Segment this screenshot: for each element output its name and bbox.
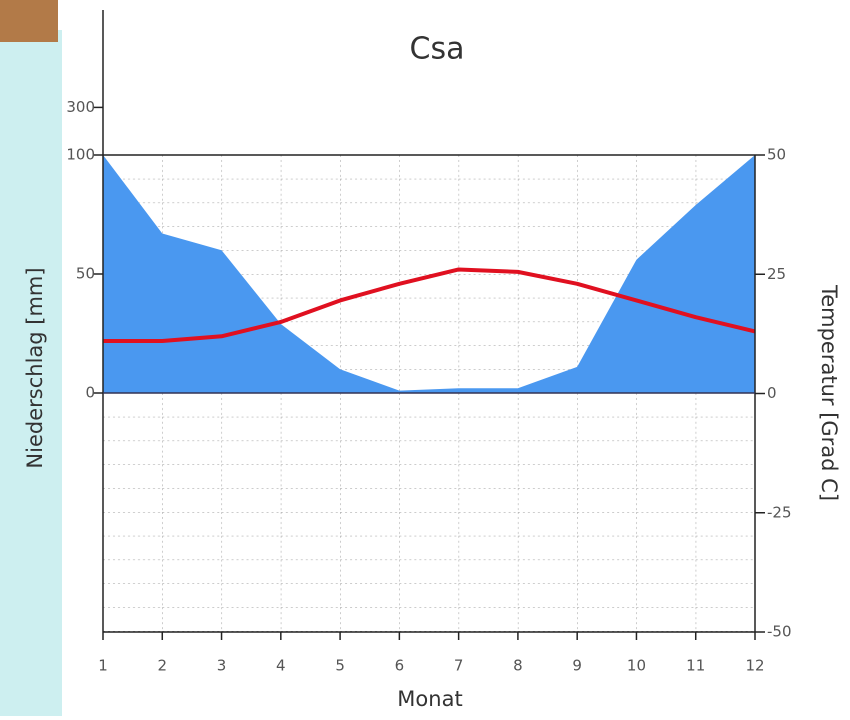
- x-tick-label: 12: [745, 657, 764, 675]
- background-strip: [0, 30, 62, 716]
- x-tick-label: 5: [335, 657, 345, 675]
- precipitation-area: [103, 155, 755, 393]
- x-tick-label: 10: [627, 657, 646, 675]
- y-tick-label: 0: [85, 384, 95, 402]
- photo-corner: [0, 0, 58, 42]
- y-tick-label: 300: [66, 98, 95, 116]
- chart-title: Csa: [410, 32, 465, 67]
- y-axis-label: Niederschlag [mm]: [23, 267, 47, 468]
- y2-tick-label: -50: [767, 623, 792, 641]
- y2-axis-label: Temperatur [Grad C]: [817, 284, 841, 501]
- x-tick-label: 8: [513, 657, 523, 675]
- x-tick-label: 3: [217, 657, 227, 675]
- x-tick-label: 2: [157, 657, 167, 675]
- y2-tick-label: -25: [767, 503, 792, 521]
- x-tick-label: 6: [395, 657, 405, 675]
- y2-tick-label: 50: [767, 146, 786, 164]
- x-tick-label: 11: [686, 657, 705, 675]
- x-tick-label: 1: [98, 657, 108, 675]
- x-tick-label: 7: [454, 657, 464, 675]
- y2-tick-label: 0: [767, 384, 777, 402]
- y-tick-label: 50: [76, 265, 95, 283]
- y2-tick-label: 25: [767, 265, 786, 283]
- temperature-line: [103, 267, 756, 344]
- x-axis-label: Monat: [397, 687, 462, 711]
- y-tick-label: 100: [66, 146, 95, 164]
- x-tick-label: 4: [276, 657, 286, 675]
- x-tick-label: 9: [572, 657, 582, 675]
